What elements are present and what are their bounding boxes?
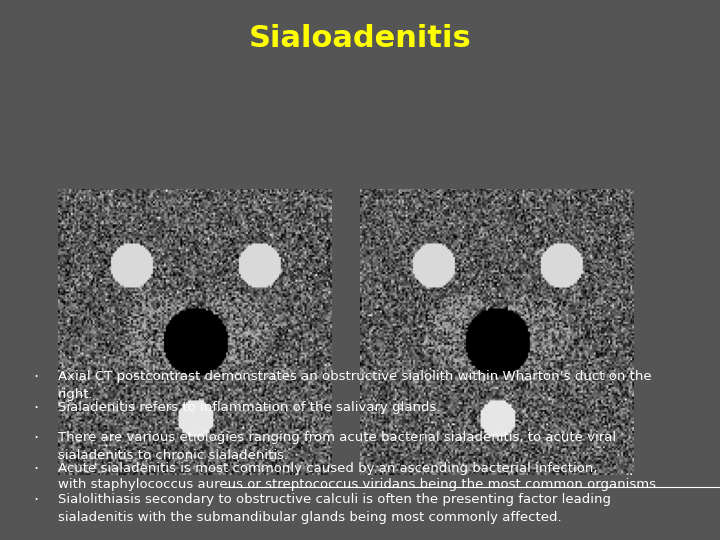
Text: Acute sialadenitis is most commonly caused by an ascending bacterial infection,: Acute sialadenitis is most commonly caus… xyxy=(58,462,597,475)
Text: Axial CT postcontrast demonstrates an obstructive sialolith within Wharton’s duc: Axial CT postcontrast demonstrates an ob… xyxy=(58,370,651,401)
Text: ·: · xyxy=(33,401,39,416)
Text: with staphylococcus aureus or streptococcus viridans being the most common organ: with staphylococcus aureus or streptococ… xyxy=(58,478,660,491)
Text: Sialoadenitis: Sialoadenitis xyxy=(248,24,472,53)
Text: Sialadenitis refers to inflammation of the salivary glands.: Sialadenitis refers to inflammation of t… xyxy=(58,401,440,414)
Text: ·: · xyxy=(33,370,39,385)
Text: Sialolithiasis secondary to obstructive calculi is often the presenting factor l: Sialolithiasis secondary to obstructive … xyxy=(58,493,611,524)
Text: ·: · xyxy=(33,431,39,447)
Text: There are various etiologies ranging from acute bacterial sialadenitis, to acute: There are various etiologies ranging fro… xyxy=(58,431,616,462)
Text: ·: · xyxy=(33,493,39,508)
Text: ·: · xyxy=(33,462,39,477)
